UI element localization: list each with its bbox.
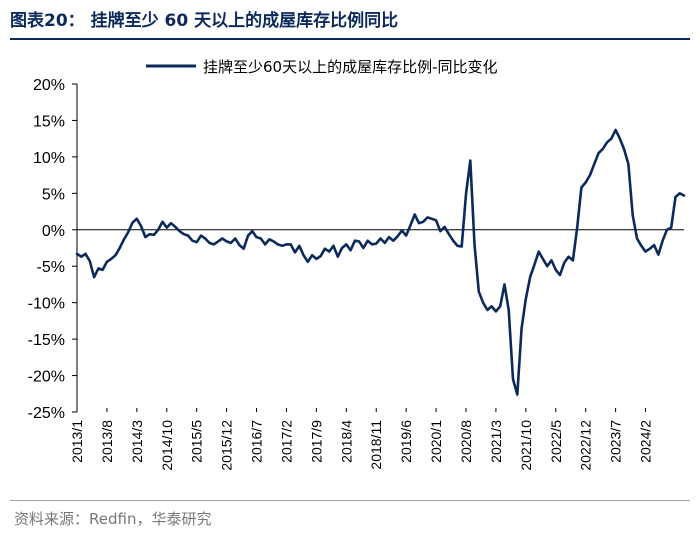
x-tick-label: 2020/1: [428, 420, 444, 463]
y-axis: 20% 15% 10% 5% 0% -5% -10% -15% -20% -25%: [28, 77, 78, 422]
x-tick-label: 2021/3: [488, 420, 504, 463]
series-line: [75, 128, 686, 396]
y-tick-label: 5%: [42, 186, 65, 203]
x-tick-label: 2014/10: [159, 420, 175, 471]
y-tick-label: 15%: [33, 113, 65, 130]
x-tick-label: 2019/6: [398, 420, 414, 463]
legend-label: 挂牌至少60天以上的成屋库存比例-同比变化: [203, 58, 498, 76]
x-tick-label: 2015/5: [189, 420, 205, 463]
y-tick-label: 0%: [42, 223, 65, 240]
source-divider: [10, 500, 690, 501]
x-tick-label: 2013/8: [99, 420, 115, 463]
title-divider: [10, 38, 690, 40]
x-tick-label: 2022/5: [548, 420, 564, 463]
x-axis: 2013/1 2013/8 2014/3 2014/10 2015/5 2015/12 20…: [69, 229, 684, 471]
y-tick-label: -25%: [28, 405, 65, 422]
x-tick-label: 2018/11: [368, 420, 384, 470]
y-tick-label: -15%: [28, 332, 65, 349]
figure-title: 图表20： 挂牌至少 60 天以上的成屋库存比例同比: [10, 11, 399, 31]
x-tick-label: 2018/4: [338, 420, 354, 463]
x-tick-label: 2020/8: [458, 420, 474, 463]
series-group: [75, 128, 686, 396]
y-tick-label: 20%: [33, 77, 65, 94]
x-tick-label: 2017/9: [308, 420, 324, 463]
x-tick-label: 2022/12: [578, 420, 594, 471]
chart-legend: 挂牌至少60天以上的成屋库存比例-同比变化: [146, 58, 498, 76]
y-tick-label: 10%: [33, 150, 65, 167]
x-tick-label: 2021/10: [518, 420, 534, 471]
x-tick-label: 2015/12: [219, 420, 235, 471]
y-tick-label: -20%: [28, 369, 65, 386]
x-tick-label: 2023/7: [608, 420, 624, 463]
y-tick-label: -5%: [37, 259, 65, 276]
y-tick-label: -10%: [28, 296, 65, 313]
x-tick-label: 2024/2: [638, 420, 654, 463]
x-tick-label: 2017/2: [278, 420, 294, 463]
x-tick-label: 2016/7: [249, 420, 265, 463]
source-note: 资料来源：Redfin，华泰研究: [14, 510, 212, 528]
x-tick-label: 2014/3: [129, 420, 145, 463]
line-chart: 挂牌至少60天以上的成屋库存比例-同比变化 20% 15% 10% 5% 0% -5% -1…: [28, 58, 686, 471]
x-tick-label: 2013/1: [69, 420, 85, 463]
